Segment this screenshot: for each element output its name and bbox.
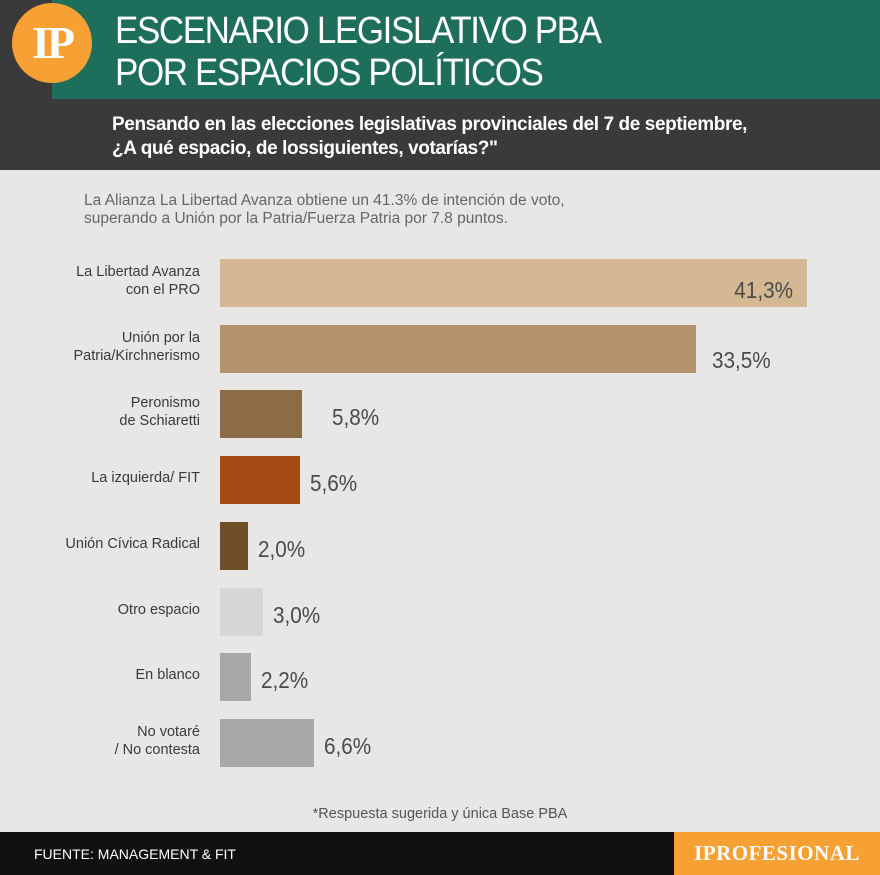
- chart-subtitle-line-2: superando a Unión por la Patria/Fuerza P…: [84, 210, 508, 227]
- category-label: No votaré / No contesta: [10, 723, 200, 759]
- category-label-line: Peronismo: [130, 395, 200, 411]
- survey-question-line-2: ¿A qué espacio, de lossiguientes, votarí…: [112, 138, 498, 159]
- logo: IP: [12, 3, 92, 83]
- category-label-line: En blanco: [135, 667, 201, 683]
- value-label: 6,6%: [324, 733, 372, 759]
- chart-title-line-2: POR ESPACIOS POLÍTICOS: [115, 52, 544, 94]
- value-label: 3,0%: [273, 602, 321, 628]
- bar: [220, 653, 251, 701]
- bar: [220, 522, 248, 570]
- bar: [220, 390, 302, 438]
- category-label-line: La Libertad Avanza: [76, 264, 200, 280]
- chart-subtitle-line-1: La Alianza La Libertad Avanza obtiene un…: [84, 192, 565, 209]
- category-label-line: de Schiaretti: [119, 413, 200, 429]
- bar: [220, 325, 696, 373]
- category-label-line: La izquierda/ FIT: [91, 470, 200, 486]
- category-label-line: Patria/Kirchnerismo: [73, 348, 200, 364]
- source-text: FUENTE: MANAGEMENT & FIT: [34, 846, 236, 862]
- title-box: [52, 0, 880, 99]
- category-label: Otro espacio: [10, 601, 200, 619]
- category-label-line: Unión por la: [121, 330, 200, 346]
- survey-question-line-1: Pensando en las elecciones legislativas …: [112, 114, 748, 135]
- category-label: Unión por la Patria/Kirchnerismo: [10, 329, 200, 365]
- value-label: 2,0%: [258, 536, 306, 562]
- category-label: La Libertad Avanza con el PRO: [10, 263, 200, 299]
- value-label: 5,6%: [310, 470, 358, 496]
- category-label-line: Unión Cívica Radical: [65, 536, 200, 552]
- value-label: 33,5%: [712, 347, 771, 373]
- bar: [220, 259, 807, 307]
- category-label: Peronismo de Schiaretti: [10, 394, 200, 430]
- bar: [220, 588, 263, 636]
- bar: [220, 719, 314, 767]
- category-label: La izquierda/ FIT: [10, 469, 200, 487]
- chart-title: ESCENARIO LEGISLATIVO PBA POR ESPACIOS P…: [115, 10, 759, 94]
- category-label-line: con el PRO: [125, 282, 200, 298]
- chart-title-line-1: ESCENARIO LEGISLATIVO PBA: [115, 10, 602, 52]
- value-label: 41,3%: [734, 277, 793, 303]
- bar: [220, 456, 300, 504]
- category-label: Unión Cívica Radical: [10, 535, 200, 553]
- brand-logo: IPROFESIONAL: [674, 832, 880, 875]
- survey-question: Pensando en las elecciones legislativas …: [112, 113, 832, 161]
- chart-subtitle: La Alianza La Libertad Avanza obtiene un…: [84, 192, 724, 228]
- value-label: 5,8%: [332, 404, 380, 430]
- value-label: 2,2%: [261, 667, 309, 693]
- category-label: En blanco: [10, 666, 201, 684]
- category-label-line: / No contesta: [114, 742, 200, 758]
- category-label-line: No votaré: [137, 724, 200, 740]
- footnote: *Respuesta sugerida y única Base PBA: [312, 806, 568, 822]
- category-label-line: Otro espacio: [117, 602, 200, 618]
